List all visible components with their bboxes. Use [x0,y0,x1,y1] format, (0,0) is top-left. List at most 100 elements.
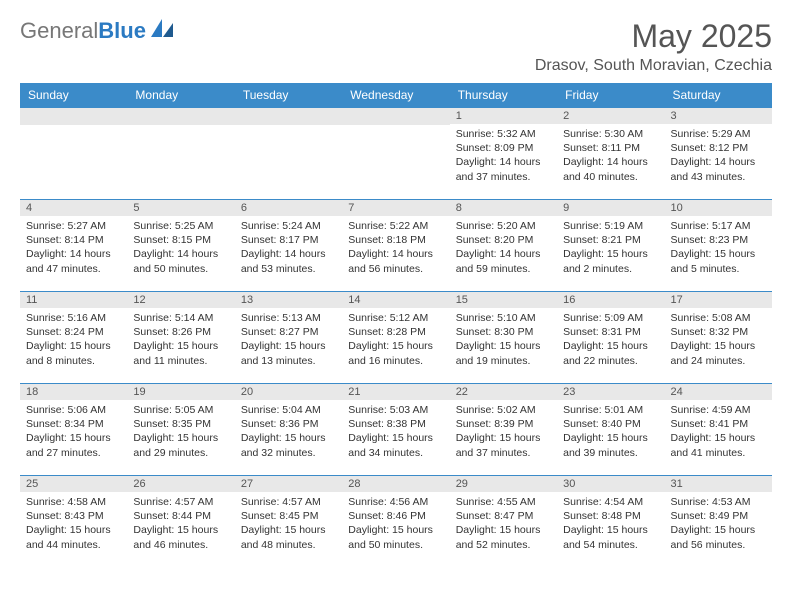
sunset-line-label: Sunset: [133,418,172,430]
calendar-cell: 14Sunrise: 5:12 AMSunset: 8:28 PMDayligh… [342,292,449,384]
calendar-cell: 6Sunrise: 5:24 AMSunset: 8:17 PMDaylight… [235,200,342,292]
sunrise-line-label: Sunrise: [456,312,497,324]
daylight-line: Daylight: 14 hours and 43 minutes. [671,155,766,183]
sunset-line-value: 8:34 PM [65,418,104,430]
sunset-line-label: Sunset: [241,326,280,338]
sunset-line: Sunset: 8:34 PM [26,417,121,431]
daylight-line-label: Daylight: [26,340,70,352]
location-text: Drasov, South Moravian, Czechia [535,57,772,75]
calendar-cell [127,108,234,200]
sunrise-line-value: 4:57 AM [175,496,214,508]
sunrise-line-label: Sunrise: [456,496,497,508]
day-number: 10 [665,200,772,216]
sunset-line-value: 8:18 PM [387,234,426,246]
day-number: 6 [235,200,342,216]
weekday-header-row: SundayMondayTuesdayWednesdayThursdayFrid… [20,83,772,108]
sunrise-line-label: Sunrise: [348,404,389,416]
daylight-line: Daylight: 14 hours and 56 minutes. [348,247,443,275]
sunset-line: Sunset: 8:49 PM [671,509,766,523]
daylight-line: Daylight: 15 hours and 8 minutes. [26,339,121,367]
day-number: 12 [127,292,234,308]
sunset-line-value: 8:39 PM [494,418,533,430]
cell-body: Sunrise: 5:17 AMSunset: 8:23 PMDaylight:… [665,216,772,279]
cell-body: Sunrise: 5:08 AMSunset: 8:32 PMDaylight:… [665,308,772,371]
daylight-line-label: Daylight: [241,432,285,444]
sunset-line-label: Sunset: [241,234,280,246]
sunrise-line-value: 5:29 AM [712,128,751,140]
cell-body: Sunrise: 5:09 AMSunset: 8:31 PMDaylight:… [557,308,664,371]
sunset-line: Sunset: 8:21 PM [563,233,658,247]
sunrise-line: Sunrise: 5:03 AM [348,403,443,417]
sunrise-line: Sunrise: 5:10 AM [456,311,551,325]
sunset-line: Sunset: 8:24 PM [26,325,121,339]
sunset-line-value: 8:41 PM [709,418,748,430]
sunrise-line-value: 5:14 AM [175,312,214,324]
sunrise-line-label: Sunrise: [26,496,67,508]
sunrise-line-value: 5:19 AM [605,220,644,232]
sunrise-line-value: 4:57 AM [282,496,321,508]
sunset-line: Sunset: 8:23 PM [671,233,766,247]
daylight-line: Daylight: 15 hours and 16 minutes. [348,339,443,367]
sunrise-line-label: Sunrise: [563,496,604,508]
sunrise-line-label: Sunrise: [671,496,712,508]
daylight-line-label: Daylight: [671,248,715,260]
sunset-line-value: 8:09 PM [494,142,533,154]
sunrise-line-label: Sunrise: [241,220,282,232]
calendar-cell: 18Sunrise: 5:06 AMSunset: 8:34 PMDayligh… [20,384,127,476]
sunrise-line-value: 5:22 AM [390,220,429,232]
day-number: 31 [665,476,772,492]
calendar-cell: 27Sunrise: 4:57 AMSunset: 8:45 PMDayligh… [235,476,342,568]
sunset-line-label: Sunset: [133,326,172,338]
day-number: 15 [450,292,557,308]
cell-body: Sunrise: 5:02 AMSunset: 8:39 PMDaylight:… [450,400,557,463]
month-title: May 2025 [535,18,772,55]
sunset-line-value: 8:48 PM [602,510,641,522]
cell-body: Sunrise: 5:32 AMSunset: 8:09 PMDaylight:… [450,124,557,187]
day-number: 5 [127,200,234,216]
sunrise-line-label: Sunrise: [671,128,712,140]
logo-text: GeneralBlue [20,18,146,44]
sunset-line-value: 8:45 PM [279,510,318,522]
daylight-line-label: Daylight: [133,340,177,352]
daylight-line: Daylight: 15 hours and 39 minutes. [563,431,658,459]
cell-body: Sunrise: 5:19 AMSunset: 8:21 PMDaylight:… [557,216,664,279]
sunrise-line: Sunrise: 5:17 AM [671,219,766,233]
day-number: 23 [557,384,664,400]
day-number: 4 [20,200,127,216]
daylight-line: Daylight: 14 hours and 59 minutes. [456,247,551,275]
sunrise-line-value: 4:55 AM [497,496,536,508]
cell-body: Sunrise: 5:20 AMSunset: 8:20 PMDaylight:… [450,216,557,279]
sunset-line: Sunset: 8:20 PM [456,233,551,247]
sunrise-line-value: 4:58 AM [67,496,106,508]
daylight-line-label: Daylight: [133,248,177,260]
day-number: 25 [20,476,127,492]
daylight-line: Daylight: 15 hours and 52 minutes. [456,523,551,551]
day-number: 27 [235,476,342,492]
sunrise-line: Sunrise: 5:05 AM [133,403,228,417]
daylight-line: Daylight: 15 hours and 48 minutes. [241,523,336,551]
calendar-week-row: 1Sunrise: 5:32 AMSunset: 8:09 PMDaylight… [20,108,772,200]
daylight-line-label: Daylight: [241,524,285,536]
sunset-line: Sunset: 8:44 PM [133,509,228,523]
calendar-cell: 15Sunrise: 5:10 AMSunset: 8:30 PMDayligh… [450,292,557,384]
cell-body: Sunrise: 4:55 AMSunset: 8:47 PMDaylight:… [450,492,557,555]
empty-daynum [235,108,342,125]
sunset-line-label: Sunset: [348,326,387,338]
daylight-line-label: Daylight: [563,248,607,260]
sunrise-line: Sunrise: 4:59 AM [671,403,766,417]
cell-body: Sunrise: 4:57 AMSunset: 8:44 PMDaylight:… [127,492,234,555]
sunrise-line-label: Sunrise: [133,220,174,232]
sunset-line-label: Sunset: [133,234,172,246]
calendar-cell: 8Sunrise: 5:20 AMSunset: 8:20 PMDaylight… [450,200,557,292]
day-number: 8 [450,200,557,216]
sunset-line: Sunset: 8:39 PM [456,417,551,431]
calendar-cell: 16Sunrise: 5:09 AMSunset: 8:31 PMDayligh… [557,292,664,384]
daylight-line-label: Daylight: [348,340,392,352]
cell-body: Sunrise: 4:57 AMSunset: 8:45 PMDaylight:… [235,492,342,555]
cell-body: Sunrise: 4:53 AMSunset: 8:49 PMDaylight:… [665,492,772,555]
sunset-line-value: 8:27 PM [279,326,318,338]
sunset-line: Sunset: 8:26 PM [133,325,228,339]
daylight-line: Daylight: 15 hours and 11 minutes. [133,339,228,367]
sunrise-line-label: Sunrise: [348,496,389,508]
calendar-cell: 11Sunrise: 5:16 AMSunset: 8:24 PMDayligh… [20,292,127,384]
